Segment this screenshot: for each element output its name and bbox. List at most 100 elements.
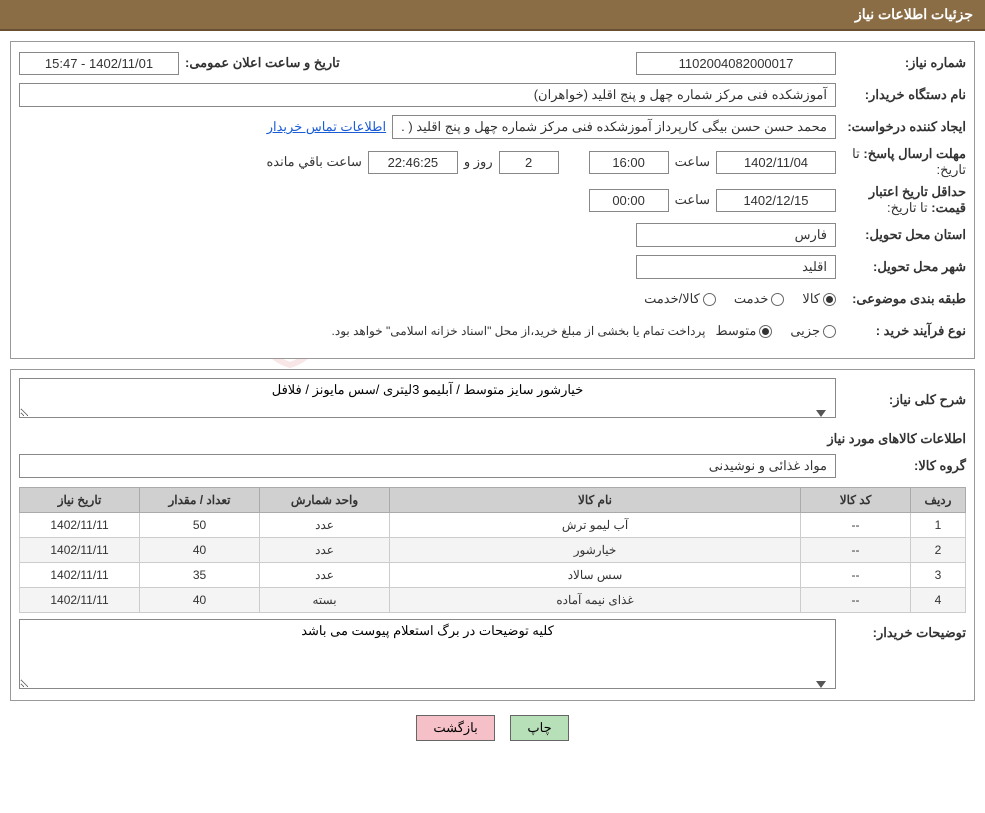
time-remaining: 22:46:25	[368, 151, 458, 174]
remain-label: ساعت باقي مانده	[260, 154, 367, 170]
row-process: نوع فرآیند خرید : جزیی متوسط پرداخت تمام…	[19, 318, 966, 344]
desc-textarea[interactable]	[19, 378, 836, 418]
resize-icon	[816, 681, 826, 688]
th-name: نام کالا	[390, 488, 801, 513]
items-panel: شرح کلی نیاز: اطلاعات کالاهای مورد نیاز …	[10, 369, 975, 701]
cell-n: 1	[911, 513, 966, 538]
table-row: 1--آب لیمو ترشعدد501402/11/11	[20, 513, 966, 538]
radio-service-label: خدمت	[734, 291, 769, 307]
table-row: 2--خیارشورعدد401402/11/11	[20, 538, 966, 563]
buyer-notes-textarea[interactable]	[19, 619, 836, 689]
row-desc: شرح کلی نیاز:	[19, 378, 966, 421]
province-value: فارس	[636, 223, 836, 247]
deadline-date: 1402/11/04	[716, 151, 836, 174]
row-need-no: شماره نیاز: 1102004082000017 تاریخ و ساع…	[19, 50, 966, 76]
radio-service-input[interactable]	[771, 293, 784, 306]
days-remaining: 2	[499, 151, 559, 174]
table-row: 4--غذای نیمه آمادهبسته401402/11/11	[20, 588, 966, 613]
back-button[interactable]: بازگشت	[416, 715, 494, 741]
cell-qty: 40	[140, 538, 260, 563]
buyer-contact-link[interactable]: اطلاعات تماس خریدار	[261, 119, 392, 135]
page-title: جزئیات اطلاعات نیاز	[855, 6, 973, 22]
cell-code: --	[801, 563, 911, 588]
row-requester: ایجاد کننده درخواست: محمد حسن حسن بیگی ک…	[19, 114, 966, 140]
cell-name: سس سالاد	[390, 563, 801, 588]
cell-name: خیارشور	[390, 538, 801, 563]
cell-name: غذای نیمه آماده	[390, 588, 801, 613]
row-validity: حداقل تاریخ اعتبار قیمت: تا تاریخ: 1402/…	[19, 184, 966, 216]
radio-both[interactable]: کالا/خدمت	[644, 291, 716, 307]
radio-both-input[interactable]	[703, 293, 716, 306]
cell-n: 2	[911, 538, 966, 563]
details-panel: شماره نیاز: 1102004082000017 تاریخ و ساع…	[10, 41, 975, 359]
group-label: گروه کالا:	[836, 458, 966, 474]
group-value: مواد غذائی و نوشیدنی	[19, 454, 836, 478]
cell-date: 1402/11/11	[20, 563, 140, 588]
items-table: ردیف کد کالا نام کالا واحد شمارش تعداد /…	[19, 487, 966, 613]
province-label: استان محل تحویل:	[836, 227, 966, 243]
radio-partial-input[interactable]	[823, 325, 836, 338]
radio-goods-input[interactable]	[823, 293, 836, 306]
category-radio-group: کالا خدمت کالا/خدمت	[644, 291, 836, 307]
page-header: جزئیات اطلاعات نیاز	[0, 0, 985, 31]
th-code: کد کالا	[801, 488, 911, 513]
table-header-row: ردیف کد کالا نام کالا واحد شمارش تعداد /…	[20, 488, 966, 513]
saat-label-1: ساعت	[669, 154, 716, 170]
requester-value: محمد حسن حسن بیگی کارپرداز آموزشکده فنی …	[392, 115, 836, 139]
cell-date: 1402/11/11	[20, 538, 140, 563]
cell-code: --	[801, 538, 911, 563]
announce-value: 1402/11/01 - 15:47	[19, 52, 179, 75]
validity-date: 1402/12/15	[716, 189, 836, 212]
items-section-title: اطلاعات کالاهای مورد نیاز	[19, 431, 966, 447]
cell-name: آب لیمو ترش	[390, 513, 801, 538]
cell-unit: عدد	[260, 513, 390, 538]
print-button[interactable]: چاپ	[510, 715, 568, 741]
cell-qty: 50	[140, 513, 260, 538]
cell-date: 1402/11/11	[20, 588, 140, 613]
radio-partial[interactable]: جزیی	[790, 323, 836, 339]
row-deadline: مهلت ارسال پاسخ: تا تاریخ: 1402/11/04 سا…	[19, 146, 966, 178]
radio-service[interactable]: خدمت	[734, 291, 785, 307]
deadline-time: 16:00	[589, 151, 669, 174]
validity-time: 00:00	[589, 189, 669, 212]
need-no-value: 1102004082000017	[636, 52, 836, 75]
cell-date: 1402/11/11	[20, 513, 140, 538]
cell-unit: عدد	[260, 563, 390, 588]
cell-unit: بسته	[260, 588, 390, 613]
th-unit: واحد شمارش	[260, 488, 390, 513]
buyer-notes-label: توضیحات خریدار:	[836, 619, 966, 641]
cell-qty: 35	[140, 563, 260, 588]
radio-medium-input[interactable]	[759, 325, 772, 338]
process-label: نوع فرآیند خرید :	[836, 323, 966, 339]
requester-label: ایجاد کننده درخواست:	[836, 119, 966, 135]
saat-label-2: ساعت	[669, 192, 716, 208]
row-buyer-notes: توضیحات خریدار:	[19, 619, 966, 692]
row-province: استان محل تحویل: فارس	[19, 222, 966, 248]
process-radio-group: جزیی متوسط	[715, 323, 836, 339]
th-date: تاریخ نیاز	[20, 488, 140, 513]
buyer-org-value: آموزشکده فنی مرکز شماره چهل و پنج اقلید …	[19, 83, 836, 107]
resize-icon	[816, 410, 826, 417]
deadline-label: مهلت ارسال پاسخ: تا تاریخ:	[836, 146, 966, 178]
th-row: ردیف	[911, 488, 966, 513]
button-row: چاپ بازگشت	[0, 715, 985, 741]
cell-qty: 40	[140, 588, 260, 613]
radio-medium[interactable]: متوسط	[715, 323, 772, 339]
cell-n: 4	[911, 588, 966, 613]
radio-goods-label: کالا	[802, 291, 820, 307]
row-buyer-org: نام دستگاه خریدار: آموزشکده فنی مرکز شما…	[19, 82, 966, 108]
radio-partial-label: جزیی	[790, 323, 820, 339]
cell-unit: عدد	[260, 538, 390, 563]
category-label: طبقه بندی موضوعی:	[836, 291, 966, 307]
desc-label: شرح کلی نیاز:	[836, 392, 966, 408]
buyer-org-label: نام دستگاه خریدار:	[836, 87, 966, 103]
th-qty: تعداد / مقدار	[140, 488, 260, 513]
cell-code: --	[801, 513, 911, 538]
radio-goods[interactable]: کالا	[802, 291, 836, 307]
table-row: 3--سس سالادعدد351402/11/11	[20, 563, 966, 588]
cell-code: --	[801, 588, 911, 613]
city-value: اقلید	[636, 255, 836, 279]
city-label: شهر محل تحویل:	[836, 259, 966, 275]
radio-both-label: کالا/خدمت	[644, 291, 700, 307]
announce-label: تاریخ و ساعت اعلان عمومی:	[179, 55, 346, 71]
